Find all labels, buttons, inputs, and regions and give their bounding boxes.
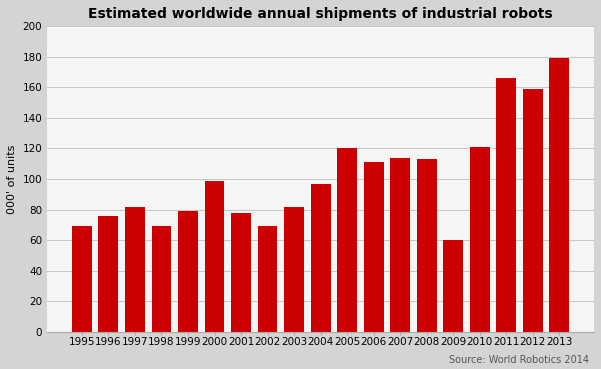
Bar — [72, 226, 92, 332]
Bar — [151, 226, 171, 332]
Bar — [125, 207, 145, 332]
Title: Estimated worldwide annual shipments of industrial robots: Estimated worldwide annual shipments of … — [88, 7, 553, 21]
Bar — [258, 226, 278, 332]
Bar — [496, 78, 516, 332]
Bar — [390, 158, 410, 332]
Bar — [231, 213, 251, 332]
Y-axis label: 000' of units: 000' of units — [7, 144, 17, 214]
Bar — [204, 180, 224, 332]
Bar — [337, 148, 357, 332]
Bar — [178, 211, 198, 332]
Bar — [99, 215, 118, 332]
Bar — [443, 240, 463, 332]
Bar — [523, 89, 543, 332]
Bar — [284, 207, 304, 332]
Bar — [416, 159, 436, 332]
Text: Source: World Robotics 2014: Source: World Robotics 2014 — [449, 355, 589, 365]
Bar — [470, 147, 490, 332]
Bar — [364, 162, 383, 332]
Bar — [549, 58, 569, 332]
Bar — [311, 184, 331, 332]
